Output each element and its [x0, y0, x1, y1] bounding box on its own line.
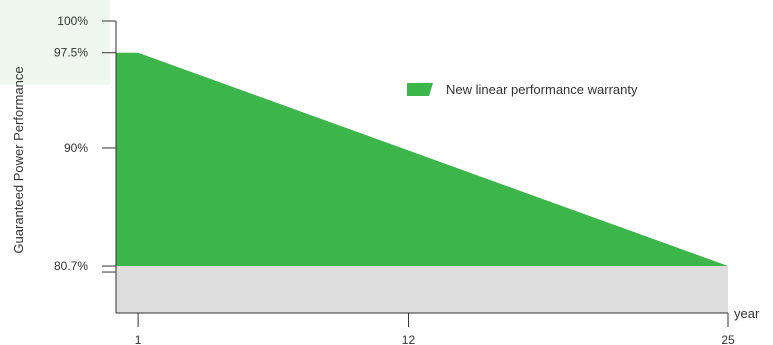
legend-label: New linear performance warranty	[446, 82, 638, 97]
top-left-highlight-band	[0, 0, 110, 85]
y-tick-label: 90%	[64, 141, 88, 155]
y-axis-title: Guaranteed Power Performance	[11, 66, 26, 253]
y-tick-label: 100%	[57, 14, 88, 28]
y-axis-ticks: 100% 97.5% 90% 80.7%	[54, 14, 116, 273]
x-tick-label: 1	[135, 333, 142, 345]
x-tick-label: 12	[402, 333, 416, 345]
baseline-area	[116, 266, 728, 313]
x-axis-title: year	[734, 306, 760, 321]
y-tick-label: 97.5%	[54, 46, 88, 60]
legend-swatch	[407, 83, 433, 96]
legend: New linear performance warranty	[407, 82, 638, 97]
y-tick-label: 80.7%	[54, 259, 88, 273]
series-area-new-linear-warranty	[116, 52, 728, 267]
x-axis-ticks: 1 12 25	[135, 313, 735, 345]
x-tick-label: 25	[721, 333, 735, 345]
